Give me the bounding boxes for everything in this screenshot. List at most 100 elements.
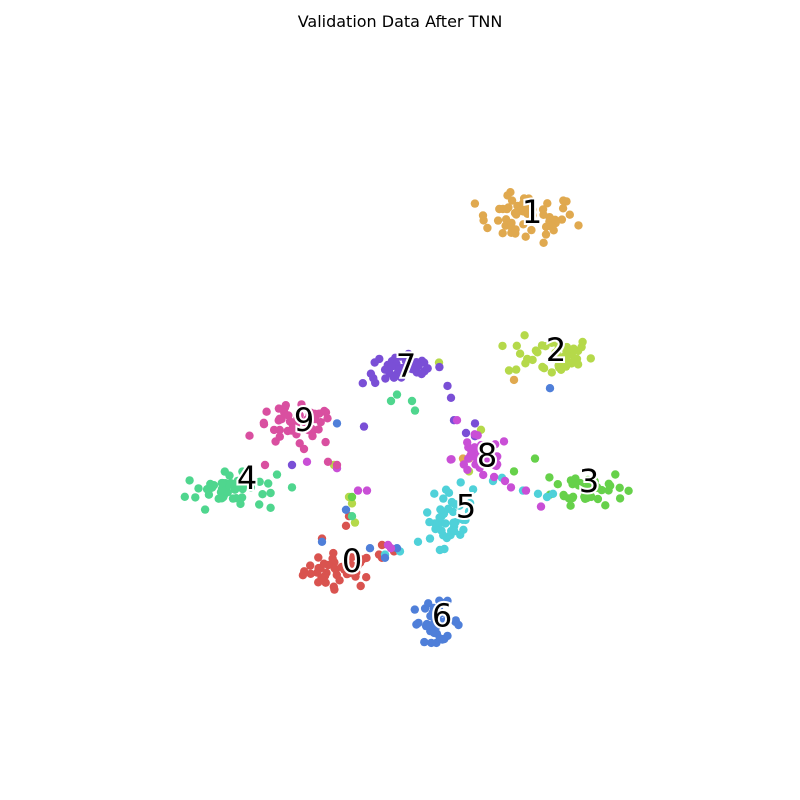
scatter-point-class-1 [503, 191, 512, 200]
scatter-point-class-6 [365, 544, 375, 553]
scatter-point-class-0 [329, 582, 338, 591]
scatter-point-class-7 [401, 356, 411, 366]
scatter-point-class-0 [347, 553, 356, 562]
scatter-point-class-6 [454, 620, 463, 630]
scatter-point-class-8 [463, 438, 472, 447]
scatter-point-class-0 [341, 521, 351, 530]
cluster-label-4: 4 [237, 459, 257, 497]
scatter-point-class-6 [433, 616, 442, 626]
scatter-point-class-9 [323, 457, 333, 466]
scatter-point-class-6 [427, 638, 436, 648]
scatter-point-class-9 [295, 415, 304, 425]
scatter-point-class-8 [302, 457, 312, 466]
scatter-point-class-2 [547, 368, 556, 377]
scatter-point-class-9 [308, 431, 317, 441]
scatter-point-class-7 [404, 349, 413, 359]
scatter-point-class-3 [615, 483, 624, 492]
scatter-point-class-4 [217, 494, 226, 503]
scatter-point-class-7 [423, 364, 432, 373]
scatter-point-class-2 [512, 365, 521, 374]
scatter-point-class-6 [380, 553, 390, 562]
scatter-point-class-5 [449, 518, 458, 527]
scatter-point-class-7 [358, 379, 367, 388]
scatter-point-class-9 [262, 407, 271, 416]
scatter-point-class-0 [362, 553, 371, 563]
cluster-label-1: 1 [522, 193, 542, 231]
scatter-point-class-9 [275, 432, 284, 441]
scatter-point-class-9 [259, 418, 268, 427]
scatter-point-class-8 [536, 502, 546, 511]
cluster-label-3: 3 [579, 462, 599, 500]
scatter-point-class-4 [407, 396, 417, 406]
scatter-point-class-2 [555, 360, 565, 370]
scatter-point-class-6 [420, 637, 429, 647]
scatter-point-class-5 [425, 534, 435, 543]
scatter-point-class-4 [264, 479, 273, 488]
scatter-point-class-4 [347, 512, 357, 521]
scatter-point-class-8 [489, 472, 499, 482]
scatter-point-class-3 [553, 480, 562, 489]
scatter-point-class-4 [191, 493, 200, 502]
scatter-point-class-8 [500, 476, 510, 486]
scatter-point-class-2 [350, 518, 360, 527]
scatter-point-class-8 [506, 483, 516, 492]
scatter-point-class-5 [439, 494, 448, 503]
scatter-point-class-3 [615, 494, 625, 503]
scatter-point-class-5 [441, 519, 450, 528]
scatter-point-class-2 [533, 348, 542, 357]
scatter-point-class-2 [578, 337, 587, 347]
scatter-point-class-7 [417, 369, 426, 379]
scatter-point-class-7 [446, 393, 456, 402]
scatter-point-class-7 [370, 358, 379, 367]
scatter-point-class-1 [541, 230, 551, 239]
scatter-point-class-8 [446, 455, 455, 464]
scatter-point-class-5 [444, 488, 454, 497]
scatter-point-class-3 [624, 486, 633, 495]
scatter-point-class-4 [180, 492, 189, 501]
scatter-point-class-0 [300, 567, 309, 576]
scatter-point-class-8 [459, 460, 468, 469]
scatter-point-class-4 [185, 476, 194, 485]
scatter-point-class-6 [412, 620, 421, 629]
scatter-point-class-6 [392, 544, 402, 553]
scatter-point-class-7 [387, 362, 396, 371]
scatter-point-class-5 [465, 498, 475, 508]
scatter-point-class-2 [541, 342, 550, 351]
scatter-point-class-2 [347, 499, 357, 508]
scatter-point-class-3 [592, 483, 602, 493]
scatter-point-class-3 [566, 501, 575, 510]
scatter-point-class-5 [444, 504, 453, 513]
scatter-point-class-1 [574, 221, 583, 230]
scatter-point-class-2 [512, 341, 521, 350]
scatter-point-class-3 [601, 501, 610, 510]
scatter-point-class-9 [314, 425, 323, 434]
scatter-point-class-2 [547, 338, 556, 347]
scatter-point-class-3 [545, 473, 554, 482]
scatter-point-class-0 [317, 573, 326, 582]
scatter-point-class-5 [425, 517, 434, 527]
scatter-point-class-9 [321, 437, 330, 447]
scatter-point-class-5 [435, 513, 444, 522]
scatter-point-class-5 [430, 489, 439, 498]
scatter-point-class-2 [586, 354, 595, 363]
scatter-point-class-4 [217, 478, 226, 488]
scatter-point-class-1 [543, 199, 552, 208]
scatter-point-class-2 [553, 347, 562, 356]
scatter-point-class-9 [281, 401, 290, 410]
scatter-point-class-4 [194, 484, 203, 493]
cluster-label-8: 8 [477, 436, 497, 474]
scatter-point-class-5 [437, 526, 446, 535]
cluster-label-0: 0 [342, 542, 362, 580]
scatter-point-class-8 [521, 486, 531, 495]
scatter-point-class-1 [558, 204, 568, 213]
scatter-point-class-6 [439, 598, 448, 608]
scatter-point-class-5 [548, 489, 558, 498]
scatter-point-class-4 [258, 490, 267, 499]
scatter-point-class-9 [245, 431, 254, 440]
scatter-point-class-8 [386, 544, 396, 553]
scatter-point-class-9 [310, 414, 320, 424]
scatter-point-class-6 [426, 611, 435, 621]
scatter-point-class-1 [510, 208, 520, 218]
scatter-point-class-7 [461, 428, 471, 438]
